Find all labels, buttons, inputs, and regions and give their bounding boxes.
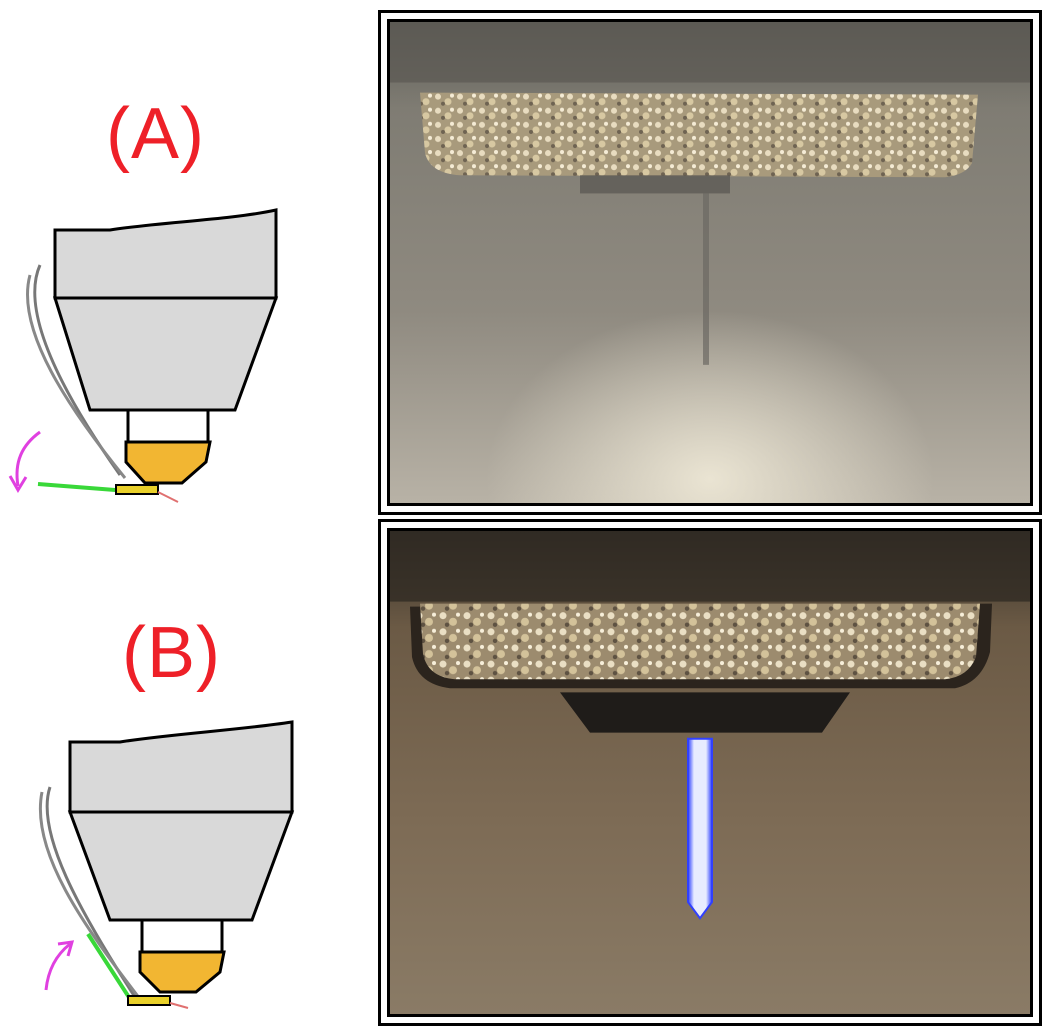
panel-a-label: (A) (106, 94, 205, 174)
photo-b (387, 528, 1033, 1017)
panel-b-label: (B) (122, 613, 221, 693)
photo-b-frame (378, 519, 1042, 1026)
photo-a-frame (378, 10, 1042, 515)
photo-a (387, 19, 1033, 506)
diagram-a-objective-sketch (8, 208, 279, 503)
diagram-b-objective-sketch (39, 720, 295, 1009)
